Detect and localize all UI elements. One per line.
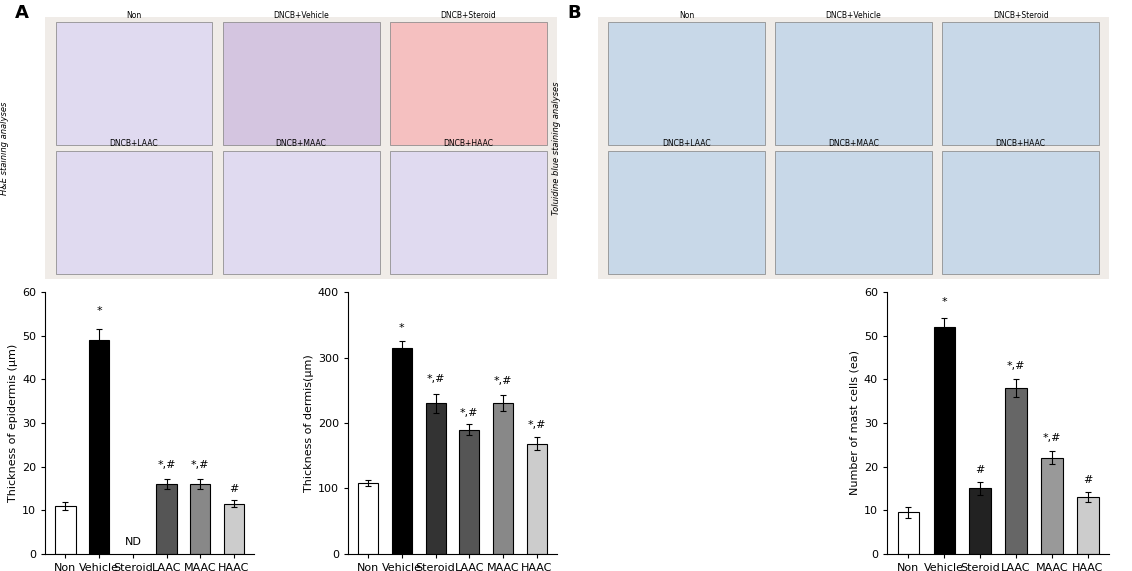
Text: *,#: *,# — [427, 373, 445, 384]
Text: *,#: *,# — [191, 460, 209, 470]
Text: *: * — [400, 323, 405, 333]
FancyBboxPatch shape — [942, 151, 1099, 274]
Text: Non: Non — [127, 11, 142, 20]
Bar — [969, 488, 990, 554]
Text: DNCB+Vehicle: DNCB+Vehicle — [273, 11, 329, 20]
Bar — [55, 506, 76, 554]
Y-axis label: Thickness of dermis(μm): Thickness of dermis(μm) — [303, 354, 314, 492]
Text: DNCB+MAAC: DNCB+MAAC — [275, 139, 326, 148]
Text: DNCB+HAAC: DNCB+HAAC — [444, 139, 494, 148]
Text: *,#: *,# — [460, 408, 479, 418]
Text: DNCB+LAAC: DNCB+LAAC — [662, 139, 711, 148]
FancyBboxPatch shape — [55, 151, 213, 274]
Bar — [898, 512, 919, 554]
FancyBboxPatch shape — [389, 22, 547, 146]
Bar — [1041, 458, 1063, 554]
Bar — [526, 444, 547, 554]
Text: #: # — [229, 484, 239, 494]
Bar — [358, 483, 378, 554]
Y-axis label: Number of mast cells (ea): Number of mast cells (ea) — [850, 351, 859, 496]
Text: *: * — [942, 297, 947, 307]
Text: DNCB+Steroid: DNCB+Steroid — [993, 11, 1048, 20]
Text: Non: Non — [679, 11, 694, 20]
Text: *,#: *,# — [157, 460, 175, 470]
Text: #: # — [1083, 476, 1092, 485]
Text: *,#: *,# — [1043, 433, 1061, 443]
Text: DNCB+LAAC: DNCB+LAAC — [110, 139, 158, 148]
FancyBboxPatch shape — [942, 22, 1099, 146]
Text: H&E staining analyses: H&E staining analyses — [0, 102, 9, 195]
Text: *,#: *,# — [494, 376, 512, 387]
Text: *,#: *,# — [1006, 361, 1026, 371]
Bar — [392, 348, 412, 554]
FancyBboxPatch shape — [775, 22, 932, 146]
Text: *,#: *,# — [528, 420, 546, 429]
FancyBboxPatch shape — [608, 151, 765, 274]
Bar — [934, 327, 955, 554]
Y-axis label: Thickness of epidermis (μm): Thickness of epidermis (μm) — [8, 344, 18, 502]
Text: Toluidine blue staining analyses: Toluidine blue staining analyses — [552, 81, 561, 215]
Bar — [1005, 388, 1027, 554]
Bar — [224, 504, 245, 554]
Text: A: A — [15, 4, 28, 22]
Text: *: * — [96, 306, 102, 316]
FancyBboxPatch shape — [55, 22, 213, 146]
Text: DNCB+MAAC: DNCB+MAAC — [829, 139, 880, 148]
Text: #: # — [976, 465, 985, 475]
Bar — [492, 403, 513, 554]
FancyBboxPatch shape — [223, 22, 379, 146]
Text: DNCB+Vehicle: DNCB+Vehicle — [825, 11, 882, 20]
FancyBboxPatch shape — [223, 151, 379, 274]
Text: ND: ND — [125, 537, 142, 548]
FancyBboxPatch shape — [608, 22, 765, 146]
Bar — [426, 403, 446, 554]
Bar — [1077, 497, 1098, 554]
Text: DNCB+Steroid: DNCB+Steroid — [440, 11, 496, 20]
Bar — [190, 484, 211, 554]
Text: DNCB+HAAC: DNCB+HAAC — [996, 139, 1046, 148]
FancyBboxPatch shape — [775, 151, 932, 274]
Bar — [89, 340, 110, 554]
Bar — [156, 484, 177, 554]
Bar — [460, 429, 479, 554]
FancyBboxPatch shape — [389, 151, 547, 274]
Text: B: B — [567, 4, 581, 22]
